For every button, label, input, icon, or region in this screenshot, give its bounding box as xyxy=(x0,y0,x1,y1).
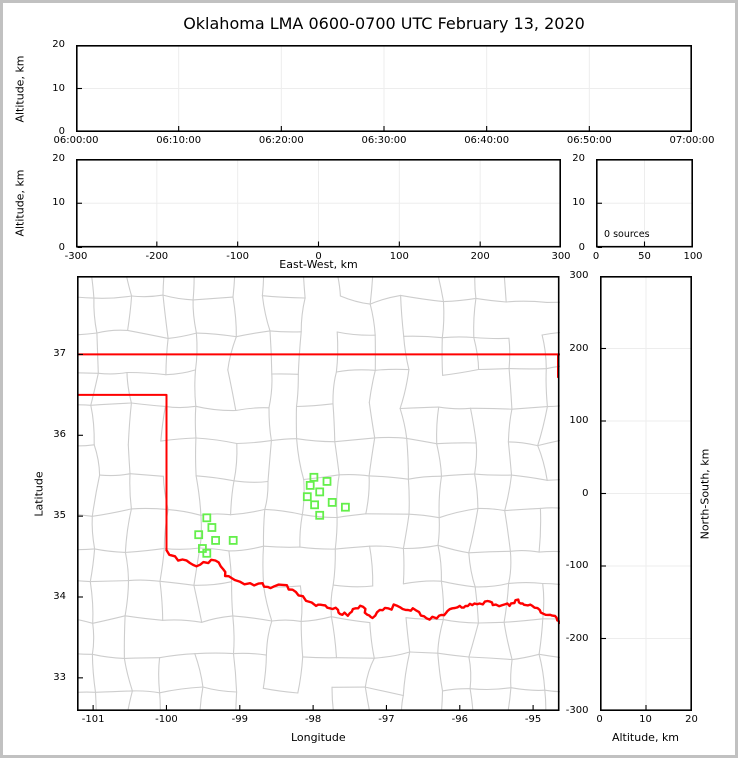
tick-label: 06:20:00 xyxy=(258,135,304,146)
panhandle-border-line xyxy=(77,393,168,552)
tick-label: 300 xyxy=(569,270,589,281)
tick-label: 100 xyxy=(389,250,409,262)
axes-ticks xyxy=(599,276,692,711)
tick-label: -98 xyxy=(304,714,322,725)
axes-ticks xyxy=(76,45,692,132)
axis-label-altitude-ns-panel: Altitude, km xyxy=(611,731,680,744)
tick-label: 06:00:00 xyxy=(53,135,99,146)
panel-altitude-vs-time[interactable] xyxy=(76,45,692,132)
plot-area xyxy=(77,276,560,711)
tick-label: 06:40:00 xyxy=(464,135,510,146)
tick-label: -95 xyxy=(524,714,542,725)
tick-label: 20 xyxy=(572,153,585,164)
axis-label-altitude-time-panel: Altitude, km xyxy=(13,54,27,123)
tick-label: 06:50:00 xyxy=(566,135,612,146)
tick-label: -99 xyxy=(231,714,248,725)
axis-label-east-west: East-West, km xyxy=(279,257,358,271)
gridlines xyxy=(77,160,560,247)
source-count-annotation: 0 sources xyxy=(604,229,650,240)
tick-label: 20 xyxy=(685,714,698,725)
red-river-border-line xyxy=(165,548,560,625)
panel-altitude-vs-eastwest[interactable] xyxy=(76,159,561,248)
axis-label-north-south: North-South, km xyxy=(698,448,712,539)
tick-label: 06:10:00 xyxy=(156,135,202,146)
axes-ticks xyxy=(76,159,561,248)
tick-label: 0 xyxy=(596,714,603,725)
plot-area xyxy=(599,276,692,711)
tick-label: 0 xyxy=(592,250,600,262)
tick-label: 0 xyxy=(578,241,585,253)
plot-area xyxy=(76,45,692,132)
tick-label: -100 xyxy=(226,250,250,262)
station-marker xyxy=(340,502,350,512)
station-marker xyxy=(228,535,238,545)
tick-label: 36 xyxy=(53,429,66,441)
tick-label: 0 xyxy=(58,241,65,253)
tick-label: -100 xyxy=(155,714,178,725)
station-marker xyxy=(302,492,312,502)
station-marker xyxy=(310,500,320,510)
tick-label: 34 xyxy=(53,590,66,602)
plot-area xyxy=(596,159,693,248)
figure-title: Oklahoma LMA 0600-0700 UTC February 13, … xyxy=(183,14,585,33)
tick-label: 0 xyxy=(58,126,65,137)
tick-label: 0 xyxy=(582,487,589,499)
tick-label: 37 xyxy=(53,348,66,360)
gridlines xyxy=(597,160,692,247)
tick-label: 20 xyxy=(52,153,65,164)
station-marker xyxy=(315,510,325,520)
tick-label: 300 xyxy=(551,250,571,262)
tick-label: 20 xyxy=(52,39,65,50)
station-marker xyxy=(202,513,212,523)
tick-label: 100 xyxy=(683,250,703,262)
tick-label: -200 xyxy=(565,632,589,644)
station-marker xyxy=(309,472,319,482)
axis-label-altitude-ew-panel: Altitude, km xyxy=(13,169,27,237)
gridlines xyxy=(77,46,691,131)
tick-label: -101 xyxy=(81,714,105,725)
axis-label-longitude: Longitude xyxy=(290,731,346,744)
tick-label: 10 xyxy=(639,714,652,725)
tick-label: 06:30:00 xyxy=(361,135,407,146)
tick-label: 07:00:00 xyxy=(669,135,715,146)
axes-ticks xyxy=(77,276,560,711)
tick-label: 33 xyxy=(53,671,66,683)
axes-ticks xyxy=(596,159,693,248)
station-marker xyxy=(198,544,207,553)
tick-label: 200 xyxy=(569,342,589,354)
tick-label: 0 xyxy=(315,250,322,262)
tick-label: 200 xyxy=(470,250,490,262)
station-marker xyxy=(211,535,221,545)
panel-source-histogram[interactable] xyxy=(596,159,693,248)
tick-label: 50 xyxy=(638,250,651,262)
station-marker xyxy=(202,548,212,558)
tick-label: -96 xyxy=(451,714,468,725)
tick-label: 10 xyxy=(572,197,585,209)
axis-label-latitude: Latitude xyxy=(32,470,46,517)
tick-label: -300 xyxy=(565,705,589,716)
county-boundaries xyxy=(77,276,560,711)
gridlines xyxy=(600,277,691,710)
tick-label: -100 xyxy=(565,560,589,571)
plot-area xyxy=(76,159,561,248)
tick-label: 10 xyxy=(52,82,65,94)
tick-label: 100 xyxy=(569,415,589,426)
station-marker xyxy=(327,497,337,507)
tick-label: 10 xyxy=(52,197,65,209)
panel-plan-view-map[interactable] xyxy=(77,276,560,711)
station-marker xyxy=(194,530,204,540)
station-marker xyxy=(305,480,315,490)
tick-label: -200 xyxy=(145,250,169,262)
tick-label: 35 xyxy=(53,510,66,522)
panel-northsouth-vs-altitude[interactable] xyxy=(599,276,692,711)
station-marker xyxy=(207,523,217,532)
tick-label: -97 xyxy=(378,714,395,725)
tick-label: -300 xyxy=(64,250,88,262)
lma-station-markers xyxy=(194,472,350,558)
station-marker xyxy=(322,476,332,486)
station-marker xyxy=(315,487,325,497)
